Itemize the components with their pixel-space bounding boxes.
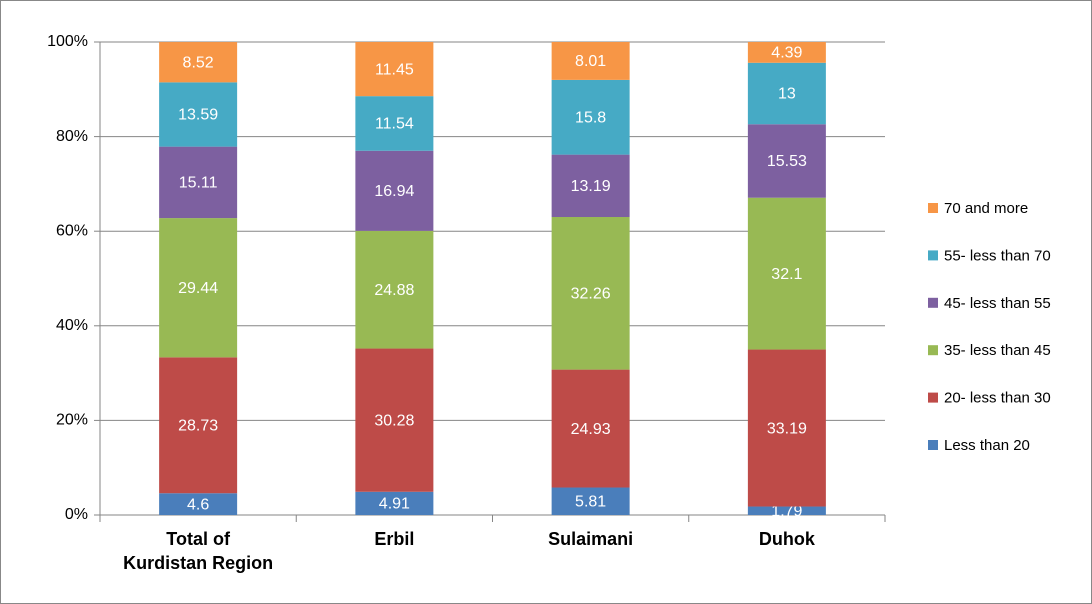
bar-segment	[747, 349, 826, 507]
data-label: 15.53	[767, 153, 807, 170]
bar-segment	[159, 357, 238, 494]
data-label: 13	[778, 86, 796, 103]
legend-label: 45- less than 55	[944, 295, 1051, 312]
bar-segment	[355, 42, 434, 97]
y-tick-label: 40%	[56, 317, 88, 334]
bar-segment	[159, 146, 238, 219]
bar-segment	[355, 230, 434, 349]
legend-label: 20- less than 30	[944, 390, 1051, 407]
bar-segment	[159, 82, 238, 147]
data-label: 29.44	[178, 280, 218, 297]
legend-label: 35- less than 45	[944, 342, 1051, 359]
y-tick-label: 60%	[56, 222, 88, 239]
bar-segment	[747, 62, 826, 125]
data-label: 15.8	[575, 109, 606, 126]
bar-segment	[159, 42, 238, 83]
bar-segment	[159, 493, 238, 515]
legend-swatch	[928, 250, 938, 261]
data-label: 24.93	[571, 421, 611, 438]
y-tick-label: 20%	[56, 412, 88, 429]
legend-swatch	[928, 392, 938, 403]
legend-swatch	[928, 203, 938, 213]
data-label: 13.59	[178, 107, 218, 124]
legend-label: 70 and more	[944, 200, 1028, 217]
x-tick-label: Total of Kurdistan Region	[123, 529, 274, 573]
bar-segment	[355, 150, 434, 231]
data-label: 1.79	[771, 503, 802, 520]
y-tick-label: 100%	[47, 33, 88, 50]
y-tick-label: 0%	[65, 506, 88, 523]
bar-segment	[747, 42, 826, 63]
bar-segment	[551, 217, 630, 370]
bar-segment	[551, 487, 630, 515]
data-label: 32.1	[771, 266, 802, 283]
data-label: 11.54	[375, 116, 414, 133]
data-label: 8.01	[575, 53, 606, 70]
legend-swatch	[928, 345, 938, 356]
data-label: 30.28	[374, 412, 414, 429]
data-label: 15.11	[179, 175, 218, 192]
bar-segment	[551, 79, 630, 155]
legend-label: 55- less than 70	[944, 247, 1051, 264]
data-label: 11.45	[375, 61, 414, 78]
bar-segment	[355, 348, 434, 492]
data-label: 5.81	[575, 493, 606, 510]
x-tick-label: Sulaimani	[548, 529, 634, 549]
y-tick-label: 80%	[56, 128, 88, 145]
x-tick-label: Duhok	[758, 529, 815, 549]
data-label: 28.73	[178, 418, 218, 435]
bar-segment	[747, 197, 826, 350]
data-label: 32.26	[571, 286, 611, 303]
bar-segment	[355, 491, 434, 515]
x-tick-label: Erbil	[374, 529, 415, 549]
legend-swatch	[928, 297, 938, 308]
bar-segment	[551, 42, 630, 80]
bar-segment	[159, 218, 238, 358]
legend-label: Less than 20	[944, 437, 1030, 454]
bar-segment	[747, 124, 826, 198]
data-label: 33.19	[767, 420, 807, 437]
data-label: 16.94	[374, 183, 414, 200]
data-label: 4.91	[379, 496, 410, 513]
data-label: 4.39	[771, 45, 802, 62]
bar-segment	[747, 506, 826, 515]
data-label: 13.19	[571, 178, 611, 195]
data-label: 8.52	[183, 54, 214, 71]
bar-segment	[551, 369, 630, 488]
bar-segment	[551, 154, 630, 218]
legend-swatch	[928, 440, 938, 450]
bar-segment	[355, 96, 434, 151]
data-label: 24.88	[374, 282, 414, 299]
data-label: 4.6	[187, 496, 209, 513]
